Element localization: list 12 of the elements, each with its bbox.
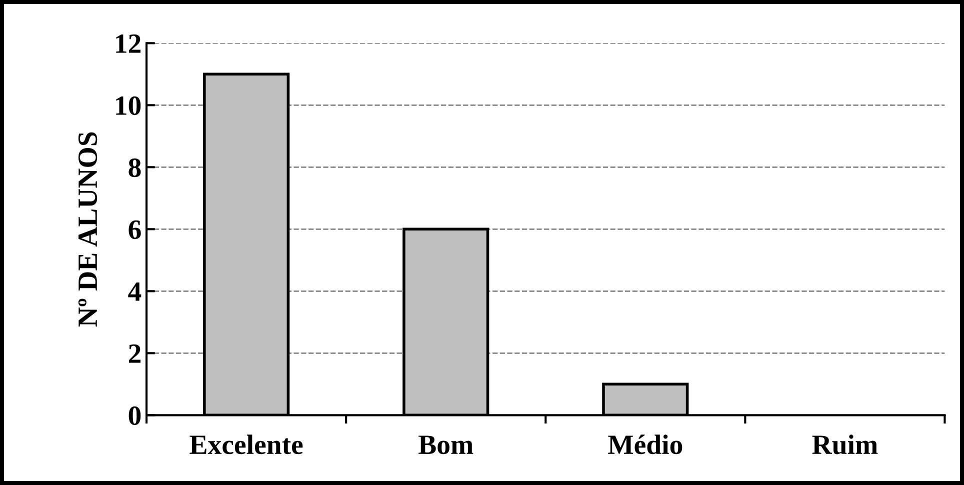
y-axis-title: Nº DE ALUNOS xyxy=(78,132,98,327)
x-tick-label: Excelente xyxy=(190,434,303,454)
y-tick-label: 4 xyxy=(128,282,142,301)
y-tick-label: 2 xyxy=(128,344,140,363)
y-tick-label: 12 xyxy=(116,34,140,53)
y-tick-label: 8 xyxy=(128,158,141,178)
x-tick-label: Ruim xyxy=(812,434,878,454)
y-tick-label: 0 xyxy=(128,406,141,426)
y-tick-label: 6 xyxy=(128,220,141,240)
x-tick-label: Médio xyxy=(608,434,682,454)
x-tick-label: Bom xyxy=(418,436,474,454)
y-tick-label: 10 xyxy=(116,96,141,116)
